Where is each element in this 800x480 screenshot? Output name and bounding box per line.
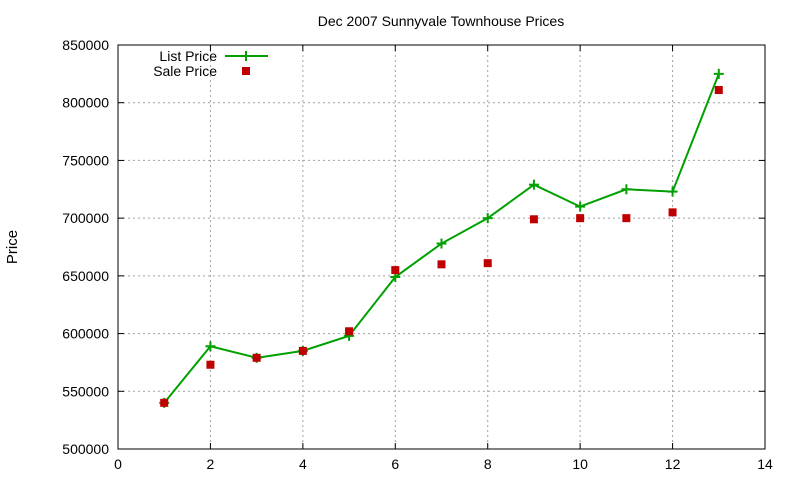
x-tick-label: 8 bbox=[484, 456, 492, 472]
sale-price-point bbox=[437, 260, 446, 269]
x-tick-label: 2 bbox=[207, 456, 215, 472]
legend-marker-list-price bbox=[241, 51, 251, 61]
x-tick-label: 10 bbox=[572, 456, 588, 472]
list-price-point bbox=[205, 341, 216, 352]
x-tick-label: 4 bbox=[299, 456, 307, 472]
sale-price-point bbox=[529, 215, 538, 224]
x-tick-label: 12 bbox=[665, 456, 681, 472]
y-tick-label: 700000 bbox=[62, 210, 109, 226]
series-list-price bbox=[159, 68, 724, 408]
y-tick-label: 650000 bbox=[62, 268, 109, 284]
y-tick-label: 500000 bbox=[62, 441, 109, 457]
sale-price-point bbox=[391, 266, 400, 275]
chart-title: Dec 2007 Sunnyvale Townhouse Prices bbox=[318, 13, 564, 29]
axis-ticks: 0 2 4 6 8 10 12 14 500000 550000 600000 650000 70000… bbox=[62, 37, 773, 472]
y-axis-label: Price bbox=[4, 230, 21, 264]
y-tick-label: 850000 bbox=[62, 37, 109, 53]
x-tick-label: 14 bbox=[757, 456, 773, 472]
series bbox=[159, 68, 724, 408]
sale-price-point bbox=[298, 346, 307, 355]
plot-frame bbox=[117, 44, 766, 450]
sale-price-point bbox=[714, 86, 723, 95]
series-sale-price bbox=[160, 86, 723, 407]
sale-price-point bbox=[345, 327, 354, 336]
legend-marker-sale-price bbox=[242, 67, 250, 75]
list-price-point bbox=[528, 179, 539, 190]
sale-price-point bbox=[668, 208, 677, 217]
sale-price-point bbox=[483, 259, 492, 268]
sale-price-point bbox=[622, 214, 631, 223]
list-price-line bbox=[163, 73, 720, 404]
y-tick-label: 600000 bbox=[62, 326, 109, 342]
list-price-point bbox=[436, 238, 447, 249]
y-tick-label: 800000 bbox=[62, 95, 109, 111]
sale-price-point bbox=[160, 398, 169, 407]
sale-price-point bbox=[252, 353, 261, 362]
y-tick-label: 750000 bbox=[62, 152, 109, 168]
list-price-point bbox=[667, 186, 678, 197]
grid bbox=[118, 45, 765, 449]
x-tick-label: 0 bbox=[114, 456, 122, 472]
y-tick-label: 550000 bbox=[62, 383, 109, 399]
list-price-point bbox=[575, 201, 586, 212]
legend: List Price Sale Price bbox=[153, 48, 268, 79]
list-price-point bbox=[621, 184, 632, 195]
legend-label-list-price: List Price bbox=[159, 48, 217, 64]
sale-price-point bbox=[576, 214, 585, 223]
legend-label-sale-price: Sale Price bbox=[153, 63, 217, 79]
list-price-point bbox=[713, 68, 724, 79]
x-tick-label: 6 bbox=[391, 456, 399, 472]
list-price-point bbox=[482, 213, 493, 224]
sale-price-point bbox=[206, 360, 215, 369]
